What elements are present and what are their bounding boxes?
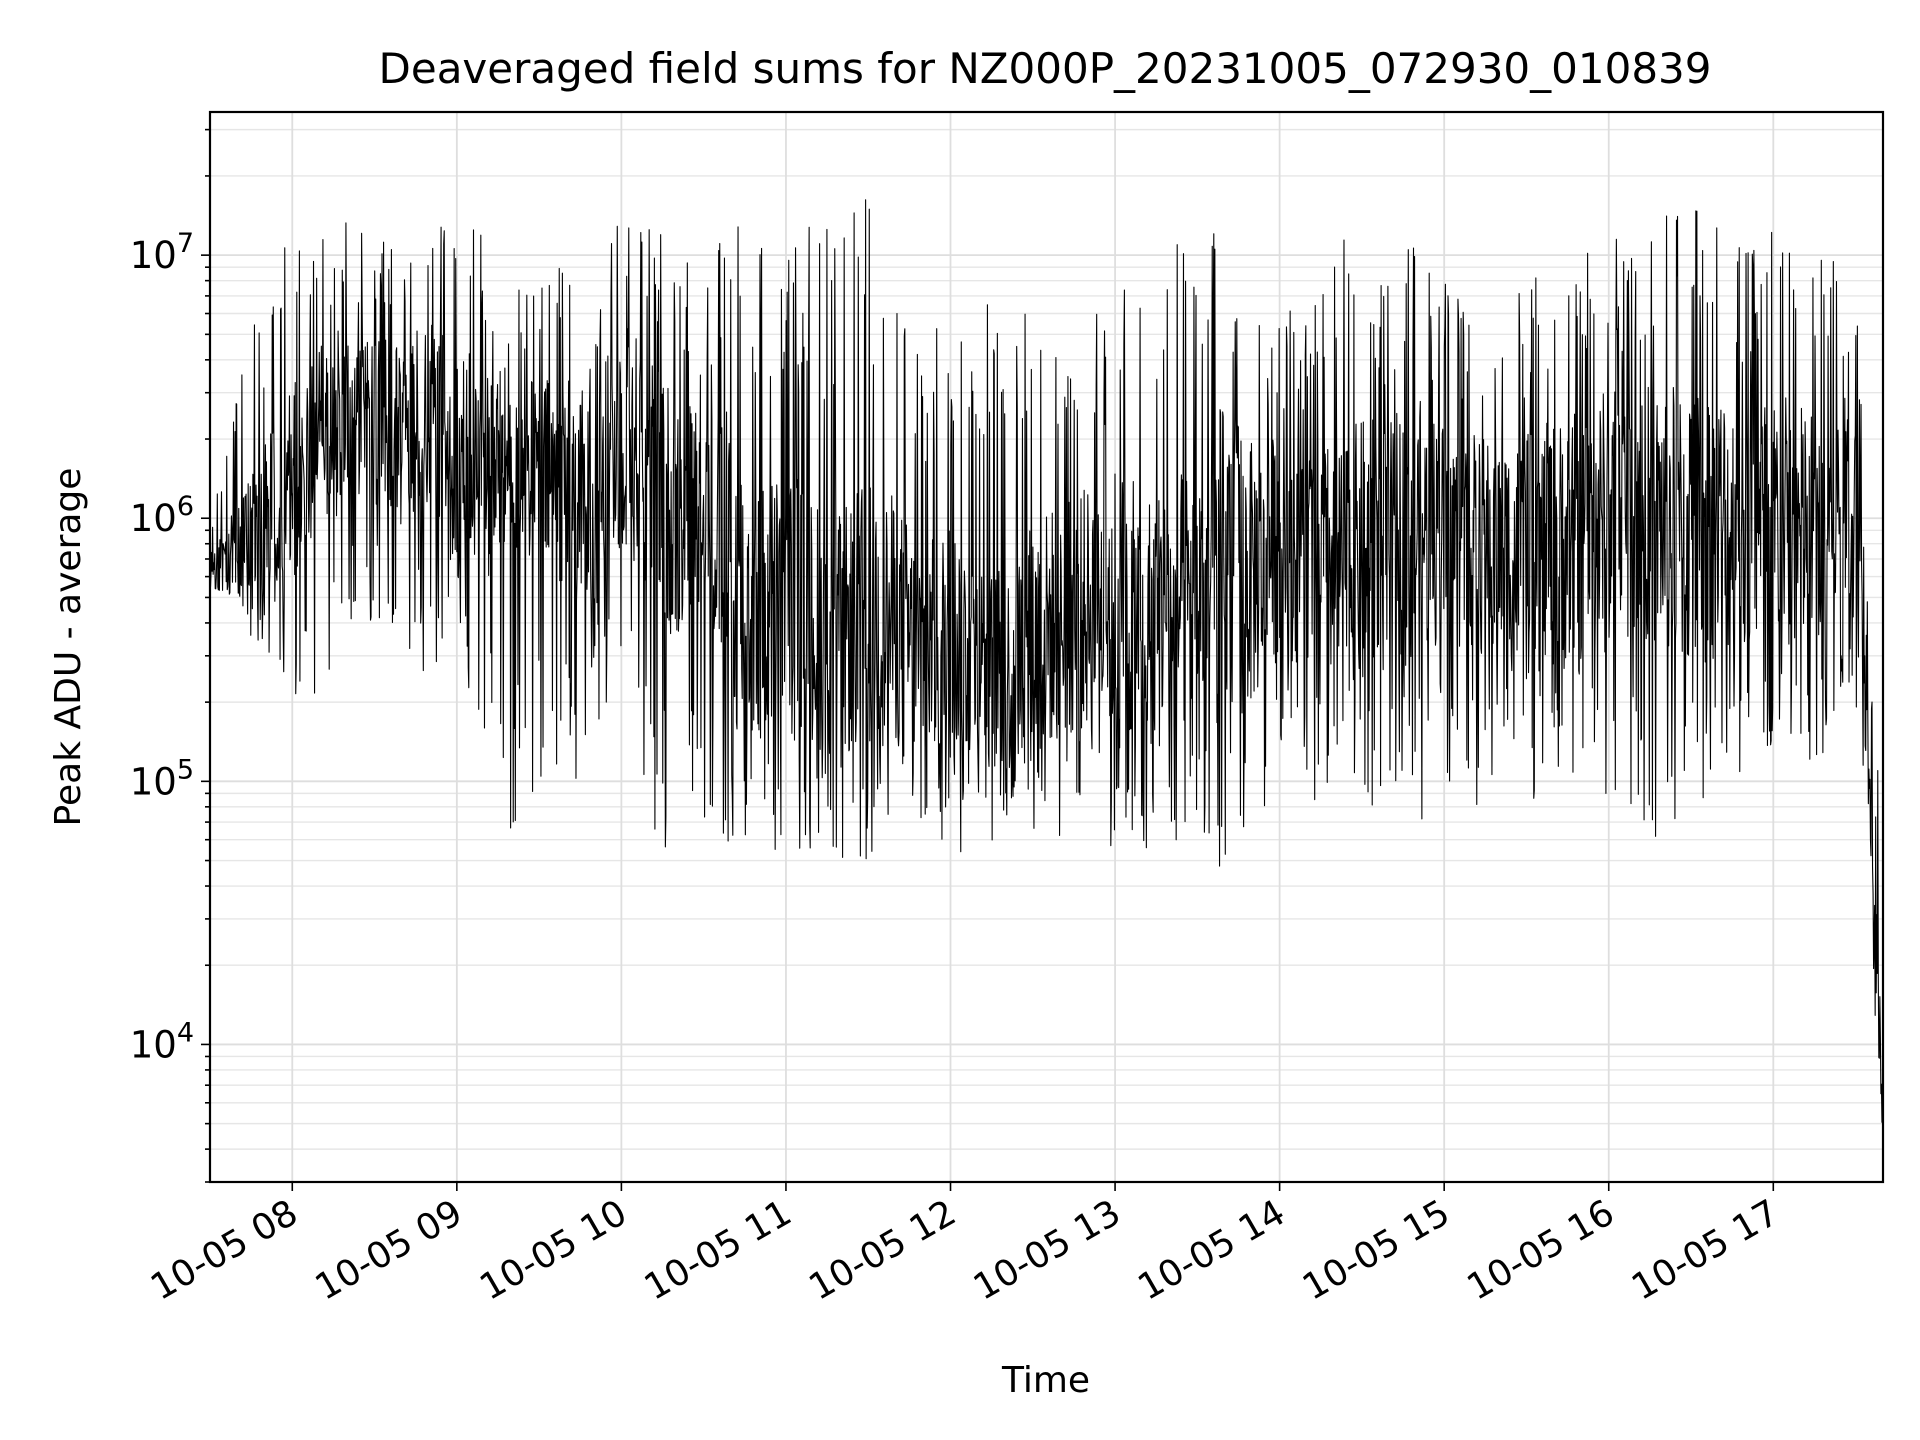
x-axis-label: Time (1001, 1360, 1090, 1401)
chart-title: Deaveraged field sums for NZ000P_2023100… (379, 44, 1712, 93)
series-line (209, 199, 1884, 1123)
y-tick-label: 107 (130, 228, 194, 277)
y-tick-label: 105 (130, 754, 194, 803)
y-tick-label: 104 (130, 1017, 194, 1066)
y-tick-label: 106 (130, 491, 194, 540)
plot-frame (208, 110, 1885, 1184)
y-axis-label: Peak ADU - average (48, 468, 89, 827)
y-axis-ticks: 104 105 106 107 (130, 128, 210, 1183)
series-line-group (209, 199, 1884, 1123)
